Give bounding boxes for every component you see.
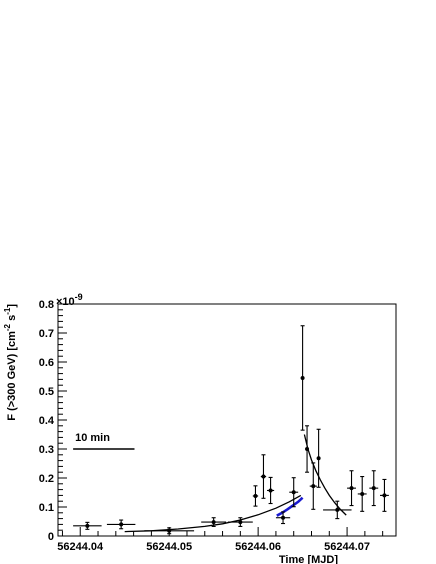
data-point [316,428,321,488]
fit-curve [276,496,304,517]
data-point [73,521,102,530]
data-point [369,470,379,507]
y-exponent-base: ×10 [56,296,75,308]
data-point [227,517,253,527]
data-point [309,462,317,510]
point-marker [291,490,296,495]
y-tick-label: 0.6 [39,357,54,369]
point-marker [119,522,124,527]
point-marker [261,474,266,479]
y-axis-title: F (>300 GeV) [cm-2 s-1] [3,304,18,421]
y-tick-label: 0.3 [39,444,54,456]
point-marker [253,493,258,498]
y-tick-label: 0 [48,531,54,543]
x-tick-label: 56244.06 [235,541,281,553]
data-point [357,475,367,512]
point-marker [305,447,310,451]
data-point [300,325,305,431]
y-title-part2: s [6,315,18,324]
point-marker [382,493,387,498]
point-marker [167,528,172,533]
y-tick-label: 0.5 [39,386,54,398]
data-point [260,454,267,499]
y-title-sup1: -2 [3,323,12,331]
tick-layer: 56244.04 56244.05 56244.06 56244.07 0 0.1 0.2 0… [39,299,384,553]
y-exponent-power: -9 [75,292,83,302]
point-marker [349,486,354,491]
point-marker [311,484,316,489]
y-title-sup2: -1 [3,307,12,315]
data-point [305,425,310,473]
data-point [289,477,299,508]
data-point [323,500,352,520]
x-tick-label: 56244.04 [57,541,104,553]
data-point [267,476,275,505]
point-marker [335,507,340,512]
y-tick-label: 0.4 [39,415,55,427]
data-point [379,478,389,512]
point-marker [268,488,273,493]
point-marker [360,491,365,496]
point-marker [85,523,90,528]
y-tick-label: 0.8 [39,299,54,311]
point-marker [300,375,305,380]
point-marker [316,456,321,461]
plot-frame [57,303,397,537]
data-point [201,517,227,527]
y-tick-label: 0.2 [39,473,54,485]
y-tick-label: 0.7 [39,328,54,340]
data-points [73,325,389,535]
y-tick-label: 0.1 [39,502,54,514]
data-point [252,485,259,507]
data-point [106,519,136,530]
data-point [144,527,195,535]
scale-bar-label: 10 min [75,432,110,444]
x-tick-label: 56244.05 [146,541,192,553]
data-point [347,470,356,507]
point-marker [281,515,286,520]
point-marker [238,520,243,525]
y-title-part1: F (>300 GeV) [cm [6,331,18,421]
y-title-part3: ] [6,304,18,308]
x-tick-label: 56244.07 [324,541,370,553]
x-axis-title: Time [MJD] [279,554,338,564]
y-axis-exponent: ×10-9 [56,292,83,308]
point-marker [211,520,216,525]
data-point [275,511,291,525]
point-marker [371,486,376,491]
